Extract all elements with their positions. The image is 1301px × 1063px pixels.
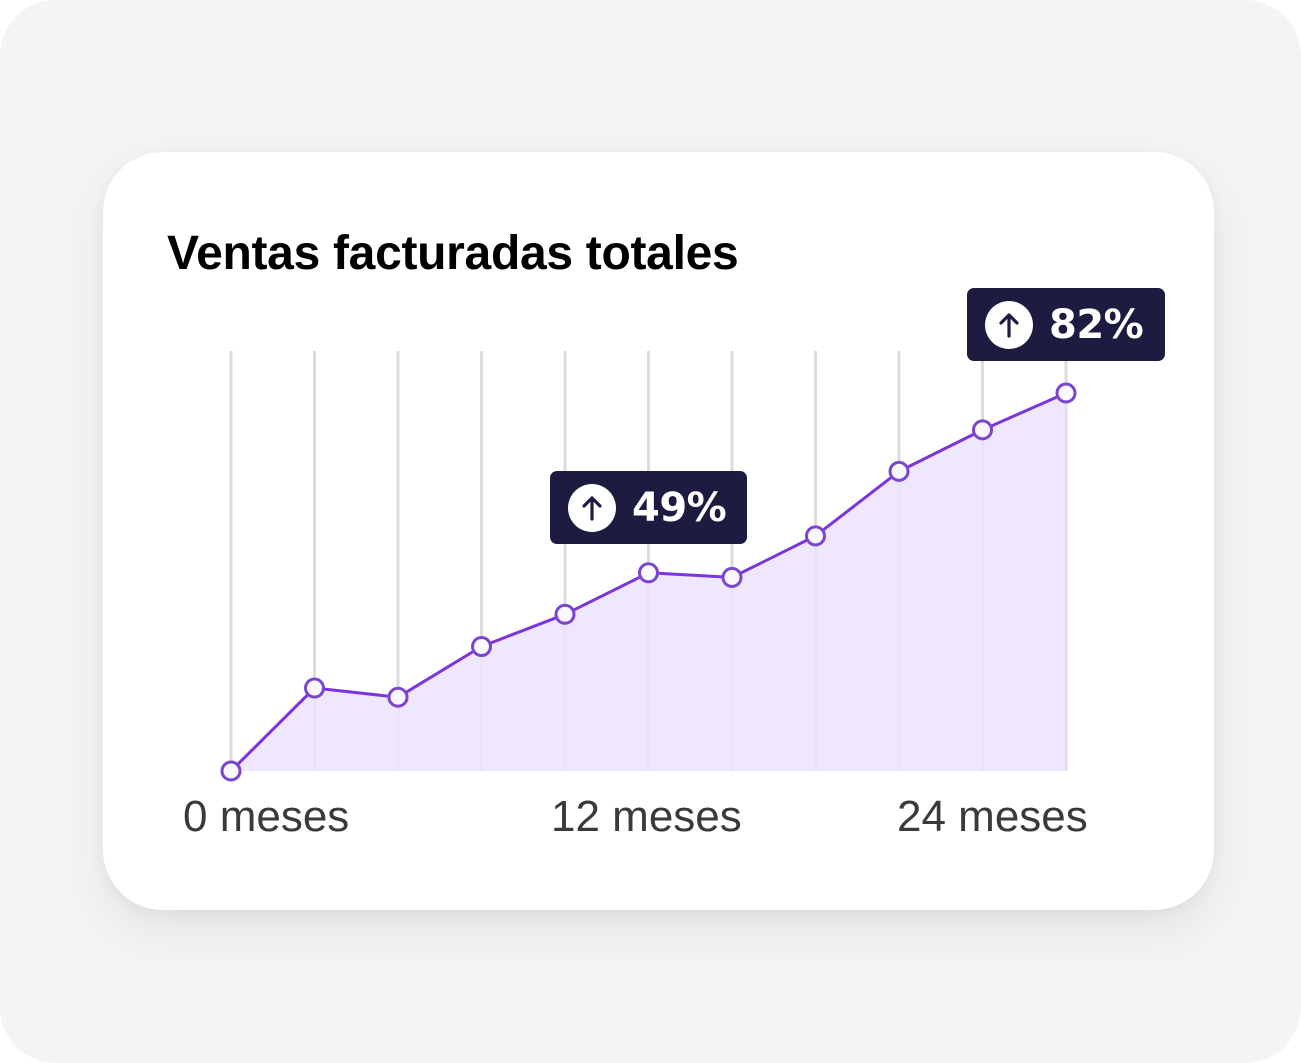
data-point-marker[interactable] bbox=[220, 760, 242, 782]
x-axis-label-24: 24 meses bbox=[897, 792, 1088, 841]
data-point-marker[interactable] bbox=[304, 677, 325, 699]
data-point-marker[interactable] bbox=[1055, 382, 1077, 404]
growth-value: 82% bbox=[1049, 301, 1144, 348]
data-point-marker[interactable] bbox=[888, 460, 910, 482]
data-points bbox=[220, 382, 1077, 782]
growth-badge-12-months: 49% bbox=[550, 471, 747, 544]
growth-value: 49% bbox=[632, 484, 727, 531]
data-point-marker[interactable] bbox=[471, 636, 492, 658]
arrow-up-circle-icon bbox=[985, 300, 1033, 349]
data-point-marker[interactable] bbox=[387, 686, 409, 708]
x-axis-label-12: 12 meses bbox=[551, 792, 742, 841]
data-point-marker[interactable] bbox=[721, 566, 743, 588]
x-axis-label-0: 0 meses bbox=[183, 792, 350, 841]
data-point-marker[interactable] bbox=[972, 419, 993, 441]
data-point-marker[interactable] bbox=[638, 562, 659, 584]
chart-title: Ventas facturadas totales bbox=[167, 227, 739, 280]
data-point-marker[interactable] bbox=[805, 525, 826, 547]
growth-badge-24-months: 82% bbox=[967, 288, 1165, 361]
arrow-up-circle-icon bbox=[568, 483, 616, 532]
data-point-marker[interactable] bbox=[554, 603, 576, 625]
